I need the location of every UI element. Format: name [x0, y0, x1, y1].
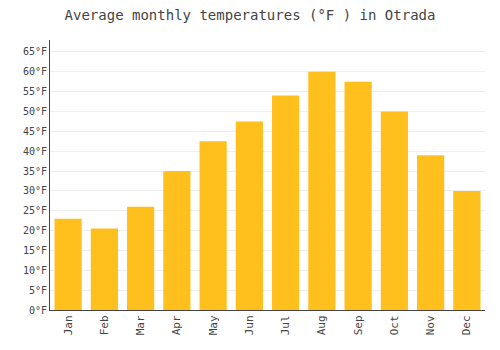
svg-text:40°F: 40°F	[23, 146, 47, 157]
svg-text:Feb: Feb	[98, 315, 111, 335]
svg-text:5°F: 5°F	[29, 285, 47, 296]
svg-text:Oct: Oct	[388, 315, 401, 335]
svg-text:15°F: 15°F	[23, 245, 47, 256]
svg-text:Nov: Nov	[424, 315, 437, 335]
svg-text:0°F: 0°F	[29, 305, 47, 316]
svg-text:Dec: Dec	[460, 315, 473, 335]
svg-text:55°F: 55°F	[23, 86, 47, 97]
svg-text:10°F: 10°F	[23, 265, 47, 276]
svg-text:Jul: Jul	[279, 315, 292, 335]
svg-text:45°F: 45°F	[23, 126, 47, 137]
svg-text:Jun: Jun	[243, 315, 256, 335]
svg-text:30°F: 30°F	[23, 185, 47, 196]
svg-text:60°F: 60°F	[23, 66, 47, 77]
svg-text:50°F: 50°F	[23, 106, 47, 117]
svg-text:35°F: 35°F	[23, 166, 47, 177]
svg-text:Sep: Sep	[352, 315, 365, 335]
svg-text:65°F: 65°F	[23, 46, 47, 57]
svg-text:Aug: Aug	[315, 315, 328, 335]
svg-text:Mar: Mar	[134, 315, 147, 335]
svg-text:Average monthly temperatures (: Average monthly temperatures (°F ) in Ot…	[65, 7, 436, 23]
svg-text:Apr: Apr	[170, 315, 183, 335]
svg-text:25°F: 25°F	[23, 205, 47, 216]
svg-text:Jan: Jan	[62, 315, 75, 335]
svg-text:May: May	[207, 315, 220, 335]
svg-text:20°F: 20°F	[23, 225, 47, 236]
